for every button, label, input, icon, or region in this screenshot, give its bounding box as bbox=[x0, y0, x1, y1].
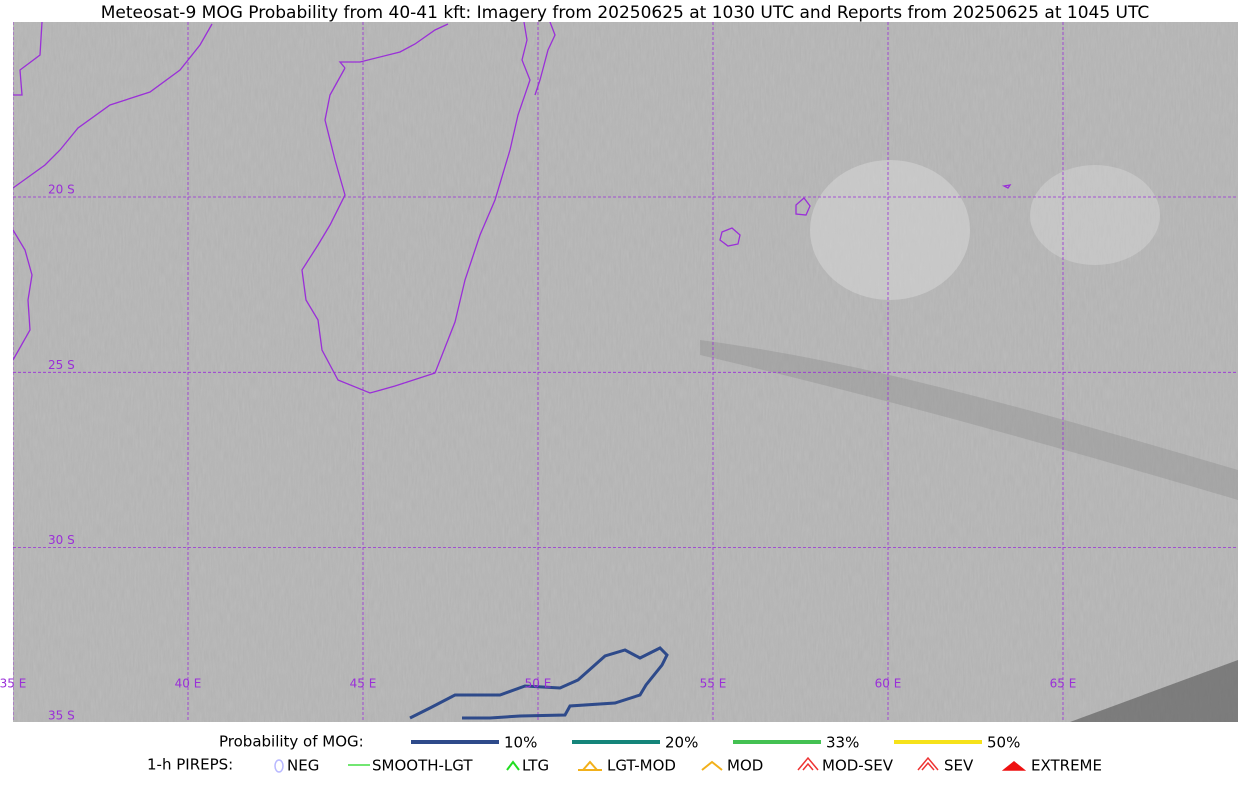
icon-mod bbox=[701, 760, 723, 771]
lon-label: 65 E bbox=[1050, 677, 1077, 691]
icon-ltg bbox=[506, 760, 520, 771]
icon-lgt-mod bbox=[578, 760, 602, 771]
lat-label: 35 S bbox=[48, 708, 75, 722]
icon-mod-sev bbox=[797, 756, 819, 771]
mog-legend: Probability of MOG: 10% 20% 33% 50% bbox=[219, 733, 1020, 752]
legend-label: 20% bbox=[665, 734, 698, 752]
lon-label: 50 E bbox=[525, 677, 552, 691]
icon-neg bbox=[274, 759, 284, 773]
icon-extreme bbox=[1001, 761, 1027, 771]
title: Meteosat-9 MOG Probability from 40-41 kf… bbox=[101, 3, 1150, 23]
graticule bbox=[13, 22, 1238, 722]
cloud bbox=[810, 160, 970, 300]
pirep-icons bbox=[274, 756, 1027, 773]
legend-label: MOD-SEV bbox=[822, 757, 894, 775]
legend-label: LTG bbox=[522, 757, 549, 775]
legend-label: SMOOTH-LGT bbox=[372, 757, 473, 775]
map bbox=[13, 22, 1238, 722]
dark-band bbox=[700, 340, 1238, 500]
lat-label: 20 S bbox=[48, 183, 75, 197]
pirep-legend: 1-h PIREPS: NEG SMOOTH-LGT LTG LGT-MOD MOD MO… bbox=[147, 756, 1102, 775]
lon-label: 35 E bbox=[0, 677, 26, 691]
lon-label: 45 E bbox=[350, 677, 377, 691]
lon-label: 55 E bbox=[700, 677, 727, 691]
legend-label: LGT-MOD bbox=[607, 757, 676, 775]
legend-label: 10% bbox=[504, 734, 537, 752]
legend-label: MOD bbox=[727, 757, 763, 775]
icon-sev bbox=[917, 756, 939, 771]
legend-title: Probability of MOG: bbox=[219, 733, 364, 751]
legend-label: NEG bbox=[287, 757, 319, 775]
legend-label: SEV bbox=[944, 757, 974, 775]
lon-label: 60 E bbox=[875, 677, 902, 691]
legend-label: 50% bbox=[987, 734, 1020, 752]
lon-label: 40 E bbox=[175, 677, 202, 691]
mog-contour-10 bbox=[409, 646, 669, 720]
lat-label: 30 S bbox=[48, 533, 75, 547]
legend-title: 1-h PIREPS: bbox=[147, 756, 233, 774]
dark-cloud bbox=[1070, 660, 1238, 722]
legend-label: 33% bbox=[826, 734, 859, 752]
cloud bbox=[1030, 165, 1160, 265]
legend-label: EXTREME bbox=[1031, 757, 1102, 775]
lat-label: 25 S bbox=[48, 358, 75, 372]
